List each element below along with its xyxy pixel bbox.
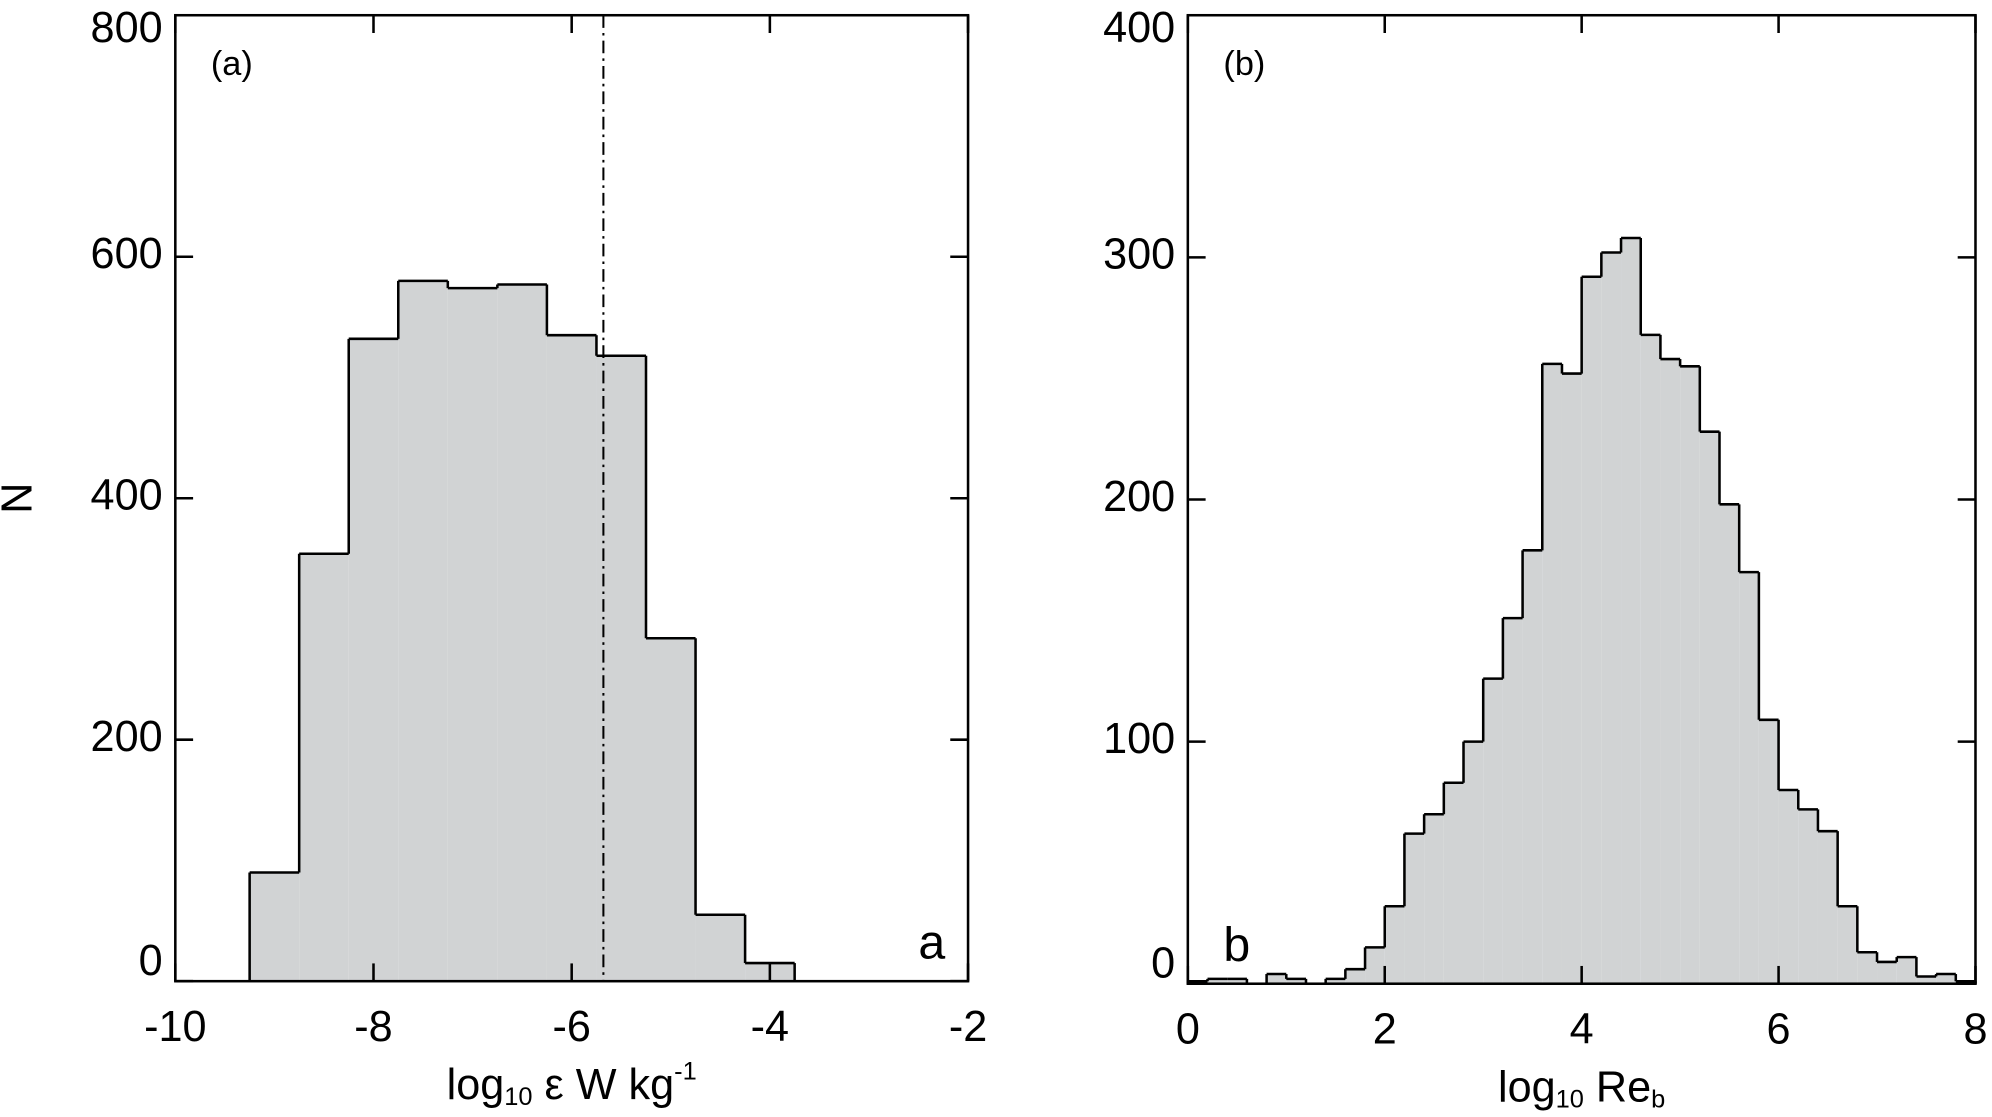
bar (1719, 504, 1740, 984)
bar (1561, 373, 1582, 984)
bar (1837, 906, 1858, 984)
bar (1404, 833, 1425, 984)
bar (1443, 782, 1464, 984)
x-tick-label: -4 (751, 1003, 789, 1051)
bar (1680, 366, 1700, 984)
bar (1739, 572, 1759, 984)
x-axis-label: log10 Reb (1498, 1064, 1665, 1113)
y-tick-label: 400 (91, 472, 163, 520)
bar (1384, 906, 1405, 984)
x-axis-label-part: log (447, 1061, 505, 1109)
x-tick-label: 6 (1767, 1005, 1791, 1053)
x-tick-label: 4 (1570, 1005, 1594, 1053)
bar (1640, 334, 1661, 984)
x-tick-label: 2 (1373, 1005, 1397, 1053)
bar (497, 284, 547, 982)
bar (1502, 618, 1523, 984)
bar (1699, 431, 1720, 984)
y-tick-label: 600 (91, 230, 163, 278)
bar (1581, 276, 1602, 984)
bar (1266, 974, 1287, 984)
bar (398, 280, 448, 982)
bar (695, 914, 746, 982)
y-tick-label: 200 (1103, 473, 1175, 521)
bar (249, 872, 300, 982)
bar (1936, 974, 1956, 984)
y-tick-label: 0 (139, 937, 163, 985)
x-axis-label-part: Re (1584, 1064, 1651, 1112)
x-axis-label-part: log (1498, 1064, 1556, 1112)
bar (1817, 831, 1838, 984)
corner-label: b (1223, 918, 1250, 972)
bar (1463, 741, 1484, 984)
x-axis-label-part: ε W kg (533, 1061, 675, 1109)
x-tick-label: -6 (552, 1003, 590, 1051)
panel-label: (b) (1223, 45, 1265, 83)
x-tick-label: 8 (1963, 1005, 1987, 1053)
y-axis-label: N (0, 483, 42, 514)
x-tick-label: 0 (1176, 1005, 1200, 1053)
bar (1365, 947, 1385, 984)
bar (1621, 237, 1641, 984)
bar (1601, 252, 1622, 984)
corner-label: a (918, 915, 945, 969)
bar (1207, 978, 1228, 984)
bar (1325, 978, 1346, 984)
bar (1877, 961, 1897, 984)
y-tick-label: 100 (1103, 715, 1175, 763)
bar (299, 553, 349, 982)
bar (646, 638, 696, 982)
bar (1778, 790, 1799, 984)
y-tick-label: 300 (1103, 231, 1175, 279)
y-tick-label: 400 (1103, 4, 1175, 52)
y-tick-label: 800 (91, 4, 163, 52)
bar (1424, 814, 1444, 984)
panel-label: (a) (211, 45, 253, 83)
x-axis-label-part: 10 (504, 1083, 532, 1111)
bar (1483, 678, 1503, 984)
x-axis-label-part: -1 (674, 1057, 697, 1085)
bar (1857, 952, 1878, 984)
x-axis-label-part: b (1651, 1085, 1665, 1113)
bar (1227, 978, 1247, 984)
x-axis-label: log10 ε W kg-1 (447, 1057, 697, 1110)
x-axis-label-part: 10 (1556, 1085, 1584, 1113)
bar (1758, 719, 1779, 984)
y-tick-label: 200 (91, 713, 163, 761)
x-tick-label: -2 (949, 1003, 987, 1051)
bar (1542, 363, 1562, 984)
bar (1522, 550, 1543, 984)
bar (1798, 809, 1818, 984)
bar (348, 338, 399, 982)
bar (447, 288, 498, 982)
bar (596, 355, 647, 982)
bar (546, 335, 597, 982)
y-tick-label: 0 (1151, 939, 1175, 987)
bar (1660, 359, 1681, 984)
x-tick-label: -10 (144, 1003, 206, 1051)
x-tick-label: -8 (354, 1003, 392, 1051)
bar (1345, 969, 1366, 984)
bar (1896, 957, 1917, 984)
bar (1286, 978, 1306, 984)
bar (1916, 976, 1937, 984)
